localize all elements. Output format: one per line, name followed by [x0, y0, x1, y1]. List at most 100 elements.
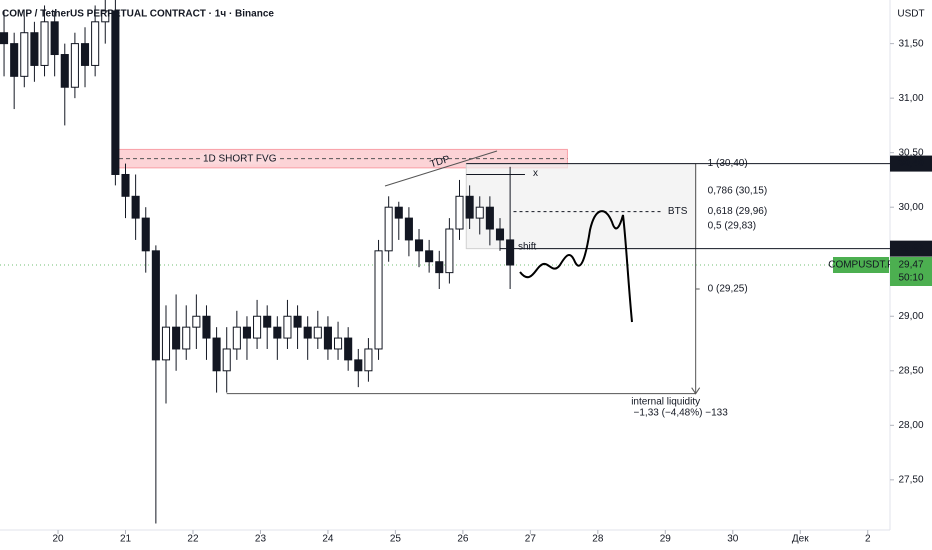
projection-path [519, 210, 633, 323]
candle-body [91, 21, 100, 66]
candle-body [101, 10, 110, 23]
candle-body [445, 228, 454, 274]
candle-body [495, 228, 505, 241]
candle-body [202, 315, 211, 339]
candle-body [80, 43, 90, 66]
candle-body [111, 10, 120, 175]
fib-label: 0,786 (30,15) [708, 185, 768, 196]
y-tick-label: 28,00 [898, 420, 923, 431]
symbol-label: COMPUSDT.P [828, 260, 894, 271]
y-tick-label: 31,00 [898, 93, 923, 104]
candle-body [465, 195, 474, 219]
last-price-tag [890, 257, 932, 286]
candle-body [303, 326, 312, 339]
bts-label: BTS [668, 206, 688, 217]
chart-title: COMP / TetherUS PERPETUAL CONTRACT · 1ч … [2, 9, 274, 20]
y-tick-label: 29,00 [898, 311, 923, 322]
x-tick-label: 25 [390, 534, 402, 545]
y-tick-label: 27,50 [898, 474, 923, 485]
candle-body [60, 54, 69, 88]
y-tick-label: 28,50 [898, 365, 923, 376]
price-tag [890, 155, 932, 172]
x-tick-label: 20 [52, 534, 64, 545]
trend-line [384, 150, 498, 187]
candle-body [40, 21, 49, 66]
candle-body [273, 326, 282, 339]
x-tick-label: 21 [120, 534, 132, 545]
currency-label: USDT [897, 9, 924, 20]
fvg-label: 1D SHORT FVG [203, 153, 277, 164]
x-tick-label: Дек [792, 534, 809, 545]
measure-arrow [691, 387, 701, 395]
candle-body [313, 326, 322, 339]
last-price-label: 29,47 [898, 260, 923, 271]
x-mark-label: x [533, 168, 538, 179]
price-tag-label: 29,62 [898, 243, 923, 254]
y-tick-label: 31,50 [898, 38, 923, 49]
candle-body [232, 326, 241, 350]
candle-body [20, 32, 29, 77]
x-tick-label: 24 [322, 534, 334, 545]
candle-body [242, 326, 252, 339]
fib-label: 0,5 (29,83) [708, 220, 756, 231]
candle-body [182, 326, 191, 350]
candle-body [30, 32, 39, 66]
candle-body [384, 206, 393, 252]
fvg-label-bg [199, 153, 280, 165]
y-tick-label: 30,00 [898, 202, 923, 213]
candle-body [293, 315, 302, 328]
candle-body [283, 315, 292, 339]
candle-body [70, 43, 79, 88]
price-tag-label: 30,40 [898, 158, 923, 169]
candle-body [334, 337, 343, 350]
candle-body [374, 250, 383, 350]
candle-body [263, 315, 272, 328]
x-tick-label: 28 [592, 534, 604, 545]
x-tick-label: 27 [525, 534, 537, 545]
fib-box [465, 163, 697, 250]
candle-body [172, 326, 181, 350]
x-tick-label: 30 [727, 534, 739, 545]
countdown-label: 50:10 [898, 273, 923, 284]
fib-label: 0,618 (29,96) [708, 206, 768, 217]
candle-body [212, 337, 221, 372]
candle-body [192, 315, 201, 328]
x-tick-label: 29 [660, 534, 672, 545]
candle-body [485, 206, 494, 230]
y-tick-label: 30,50 [898, 147, 923, 158]
candle-body [354, 359, 363, 372]
candle-body [161, 326, 171, 361]
candle-body [455, 195, 464, 230]
shift-label: shift [518, 241, 537, 252]
candle-body [0, 32, 9, 45]
candle-body [475, 206, 484, 219]
candle-body [404, 217, 413, 241]
candle-body [50, 21, 59, 56]
candle-body [253, 315, 262, 339]
candle-body [435, 261, 444, 274]
symbol-tag [833, 257, 889, 273]
x-tick-label: 26 [457, 534, 469, 545]
candle-body [425, 250, 434, 263]
candle-body [121, 173, 130, 197]
candle-body [151, 250, 160, 361]
x-tick-label: 22 [187, 534, 199, 545]
candle-body [323, 326, 332, 350]
x-tick-label: 23 [255, 534, 267, 545]
candle-body [141, 217, 150, 252]
fib-label: 0 (29,25) [708, 284, 748, 295]
candle-body [506, 239, 515, 266]
candle-body [394, 206, 403, 219]
x-tick-label: 2 [865, 534, 871, 545]
candle-body [414, 239, 424, 252]
candle-body [10, 43, 19, 77]
candle-body [222, 348, 231, 372]
measure-change: −1,33 (−4,48%) −133 [634, 407, 729, 418]
candle-body [344, 337, 353, 361]
candle-body [131, 195, 140, 219]
measure-label: internal liquidity [631, 396, 700, 407]
candle-body [364, 348, 373, 372]
price-tag [890, 240, 932, 257]
